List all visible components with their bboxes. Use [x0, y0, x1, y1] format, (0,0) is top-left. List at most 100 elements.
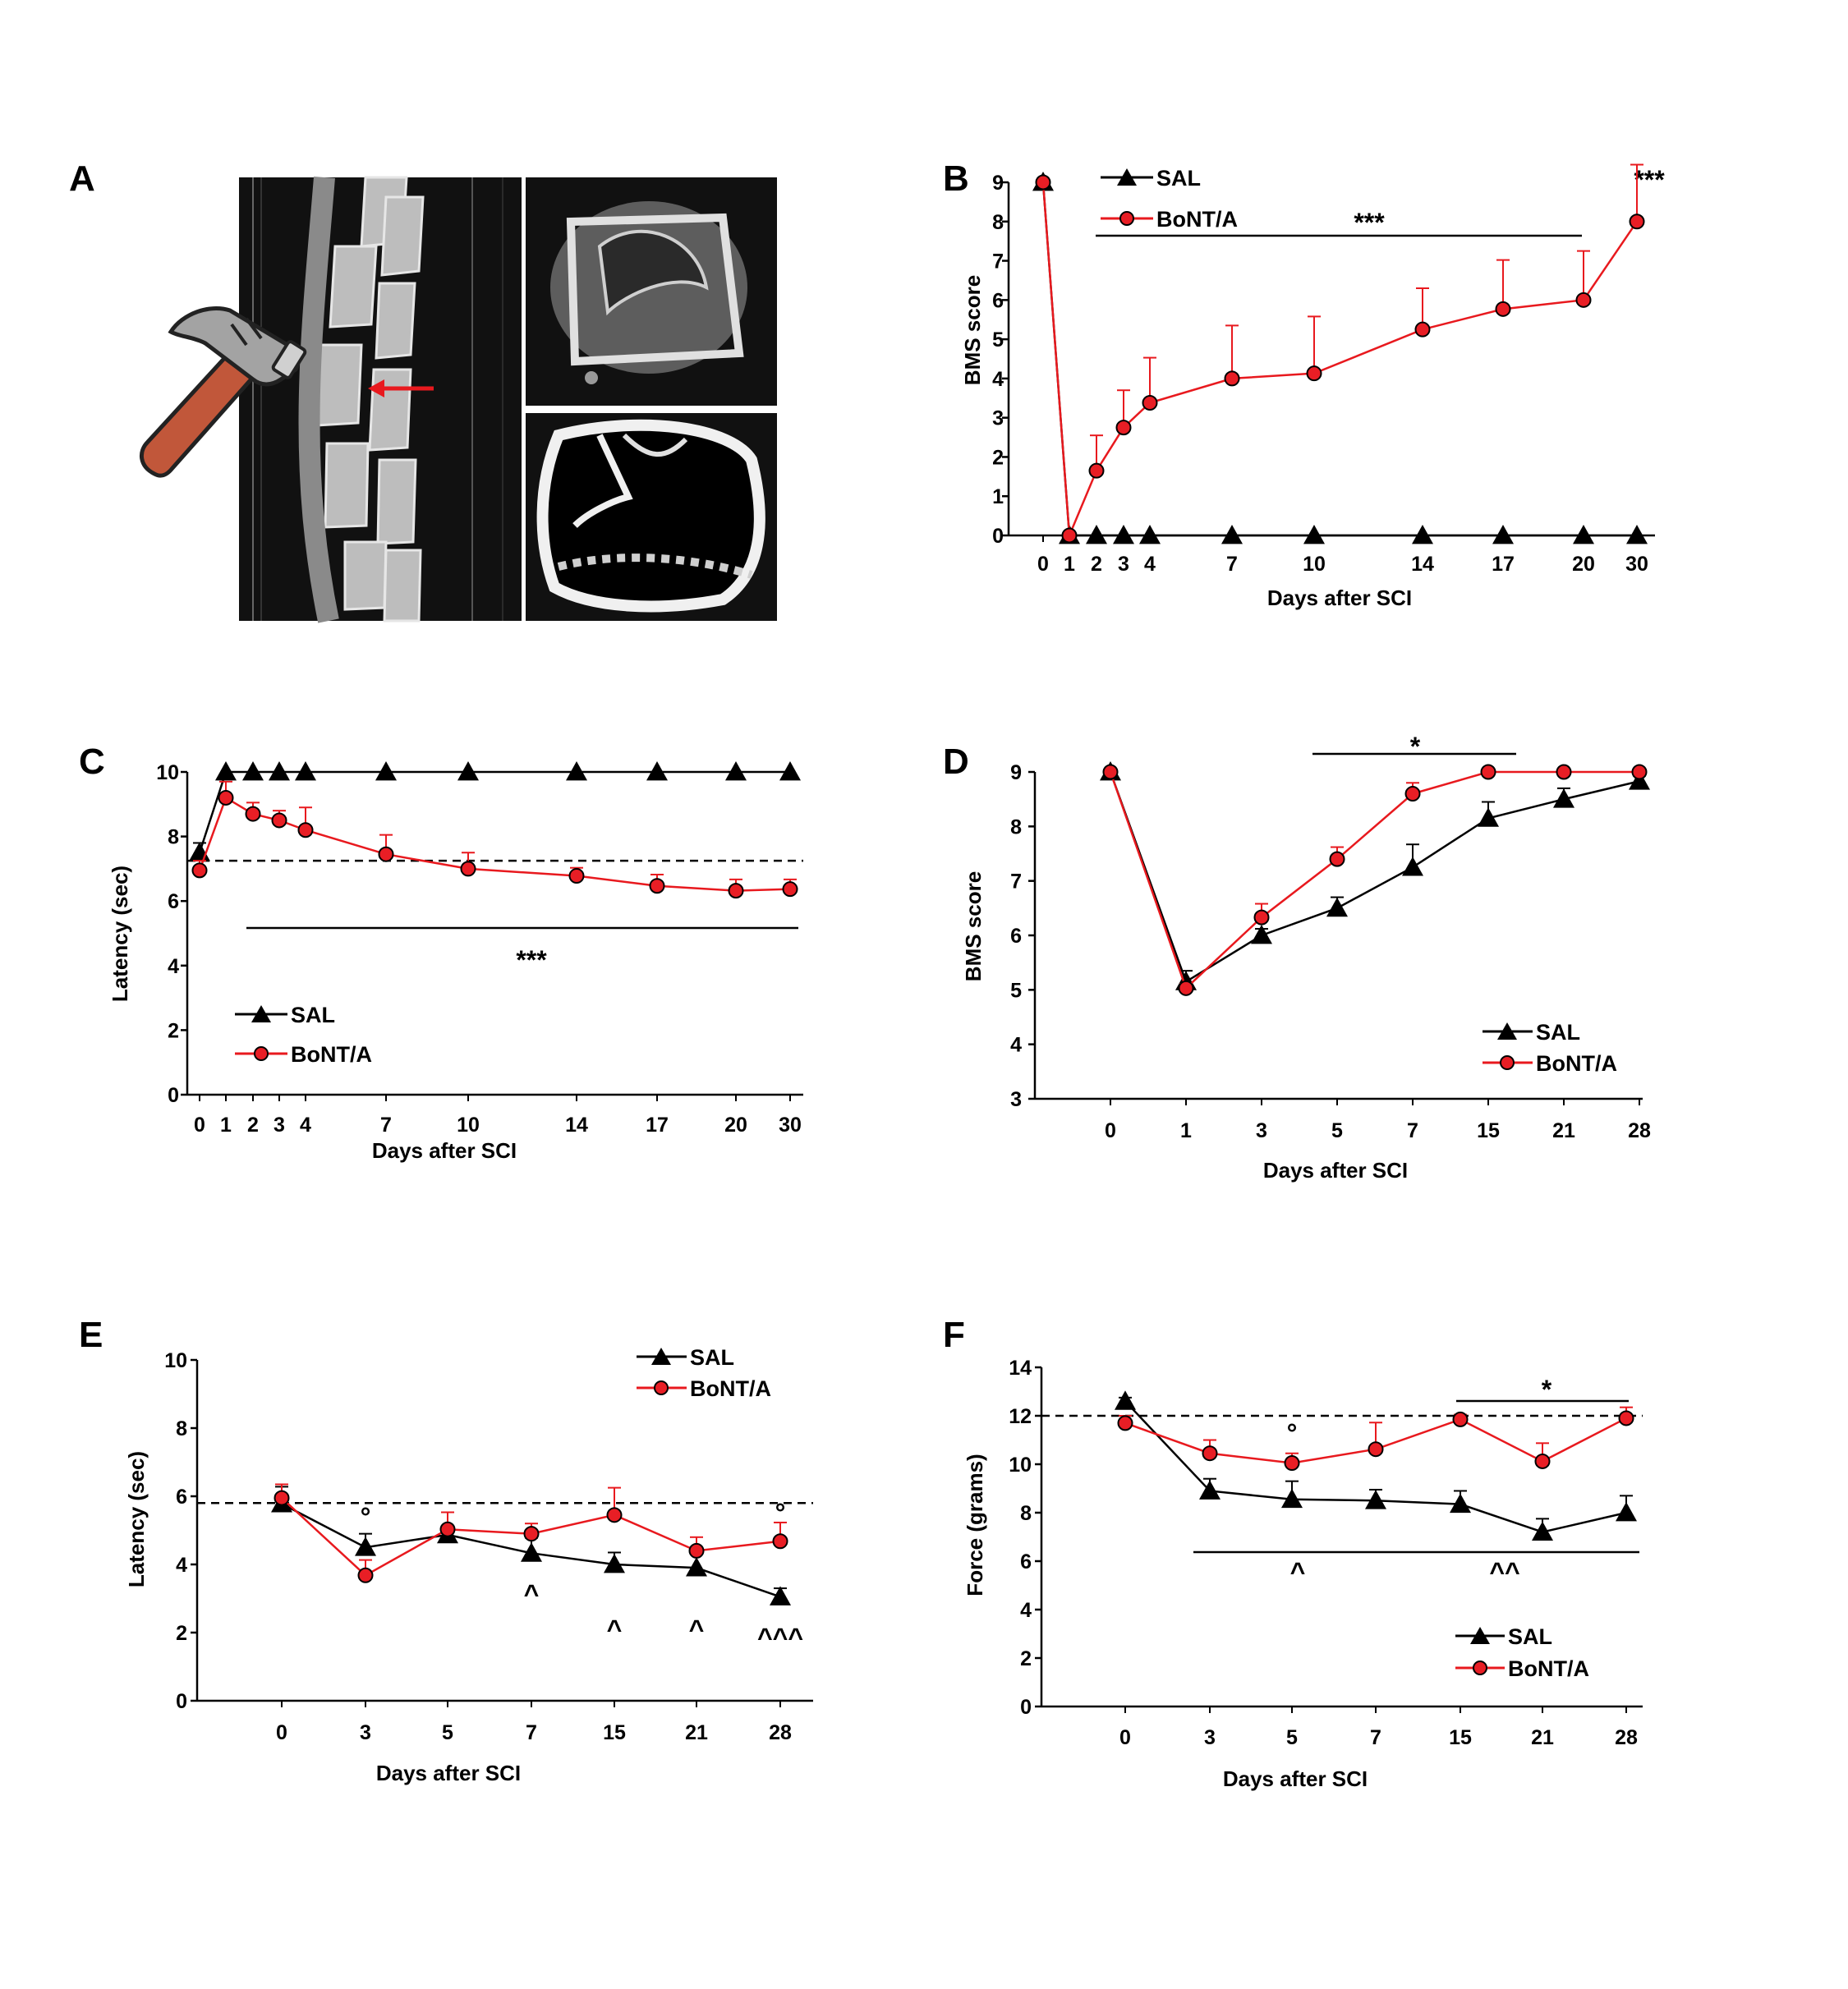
panel-d-ytick-label: 9 [1010, 761, 1022, 784]
panel-d-xtick-label: 3 [1256, 1119, 1267, 1142]
panel-b-xtick-label: 17 [1492, 553, 1515, 576]
panel-d-sal-marker [1553, 788, 1574, 808]
panel-f-degree-day5: ° [1287, 1418, 1298, 1448]
panel-f-bont-marker [1618, 1410, 1634, 1426]
panel-b-sig-day30-label: *** [1634, 165, 1665, 195]
panel-b-ytick-label: 9 [992, 172, 1004, 195]
panel-f-sig-label: * [1542, 1375, 1552, 1404]
panel-c-bont-marker [271, 812, 287, 829]
panel-d-ytick-label: 7 [1010, 870, 1022, 893]
panel-b-bont-marker [1088, 462, 1105, 479]
panel-c-bont-marker [460, 861, 476, 877]
panel-e-ytick-label: 0 [176, 1690, 187, 1713]
significance-markers: *** *** *** * ° ° ° ^ ^ ^ ^^^ ° ° * ^ ^^ [246, 165, 1665, 1652]
panel-c-sal-marker [566, 761, 587, 781]
panel-f-ytick-label: 10 [1009, 1454, 1032, 1477]
panel-b-bont-marker [1575, 292, 1592, 308]
panel-c-xlabel: Days after SCI [372, 1138, 517, 1163]
panel-f-chart: 0 2 4 6 8 10 12 14 0 3 5 7 15 21 28 [1009, 1357, 1643, 1749]
panel-c-sal-marker [295, 761, 316, 781]
panel-b-legend: SAL BoNT/A [1101, 166, 1238, 232]
panel-f-sal-line [1124, 1400, 1627, 1533]
panel-b-xtick-label: 3 [1118, 553, 1129, 576]
panel-e-xlabel: Days after SCI [376, 1761, 521, 1785]
panel-b-bont-marker [1629, 214, 1645, 230]
panel-b-bont-marker [1495, 301, 1511, 317]
panel-d-sal-line [1109, 771, 1640, 984]
panel-c-sal-marker [242, 761, 264, 781]
panel-d-sal-marker [1478, 807, 1499, 827]
panel-b-sal-marker [1113, 525, 1134, 544]
panel-label-f: F [943, 1315, 965, 1355]
panel-c-sal-marker [375, 761, 397, 781]
ct-sagittal-image [239, 176, 522, 623]
panel-c-xtick-label: 2 [247, 1114, 259, 1137]
panel-c-ytick-label: 10 [156, 761, 179, 784]
panel-c-xtick-label: 14 [565, 1114, 588, 1137]
panel-e-xtick-label: 3 [360, 1721, 371, 1744]
panel-e-ytick-label: 10 [164, 1349, 187, 1372]
panel-b-xtick-label: 1 [1064, 553, 1075, 576]
panel-b-ytick-label: 6 [992, 289, 1004, 312]
panel-b-xtick-label: 30 [1625, 553, 1648, 576]
panel-b-sal-marker [1221, 525, 1243, 544]
panel-e-sal-marker [604, 1554, 625, 1573]
panel-b-ytick-label: 8 [992, 211, 1004, 234]
panel-f-xtick-label: 7 [1370, 1726, 1381, 1749]
panel-c-bont-marker [728, 883, 744, 899]
panel-b-ytick-label: 1 [992, 485, 1004, 508]
panel-e-legend-sal: SAL [690, 1345, 734, 1370]
panel-f-bont-marker [1368, 1441, 1384, 1458]
panel-d-ytick-label: 5 [1010, 979, 1022, 1002]
panel-d-bont-marker [1178, 980, 1194, 996]
panel-d-xtick-label: 21 [1552, 1119, 1575, 1142]
panel-d-bont-marker [1404, 786, 1421, 802]
panel-c-ylabel: Latency (sec) [108, 866, 132, 1002]
panel-d-sal-marker [1326, 897, 1348, 917]
panel-c-bont-marker [378, 846, 394, 862]
panel-e-chart: 0 2 4 6 8 10 0 3 5 7 15 21 28 [164, 1349, 813, 1744]
panel-c-bont-marker [191, 862, 208, 879]
panel-d-sal-marker [1629, 770, 1650, 790]
panel-f-ytick-label: 8 [1020, 1502, 1032, 1525]
panel-d-xtick-label: 5 [1331, 1119, 1343, 1142]
panel-label-d: D [943, 742, 969, 782]
ct-axial-image-bottom [526, 413, 777, 621]
panel-c-xtick-label: 1 [220, 1114, 232, 1137]
panel-e-caret-day15: ^ [607, 1615, 623, 1644]
panel-e-sal-marker [686, 1557, 707, 1577]
panel-e-ytick-label: 6 [176, 1486, 187, 1509]
panel-d-ytick-label: 3 [1010, 1088, 1022, 1111]
panel-b-sal-marker [1412, 525, 1433, 544]
panel-b-bont-marker [1224, 370, 1240, 387]
panel-b-ytick-label: 2 [992, 446, 1004, 469]
panel-f-xtick-label: 5 [1286, 1726, 1298, 1749]
panel-e-bont-marker [606, 1507, 623, 1523]
panel-e-degree-day28: ° [775, 1498, 786, 1527]
panel-c-ytick-label: 0 [168, 1084, 179, 1107]
panel-c-bont-marker [782, 881, 798, 898]
panel-b-ytick-label: 4 [992, 368, 1004, 391]
panel-f-xtick-label: 0 [1119, 1726, 1131, 1749]
panel-e-legend: SAL BoNT/A [637, 1345, 771, 1401]
panel-c-sal-marker [725, 761, 747, 781]
panel-c-bont-marker [297, 822, 314, 838]
panel-f-sal-marker [1365, 1490, 1386, 1509]
panel-b-legend-bont: BoNT/A [1156, 207, 1238, 232]
panel-f-sal-marker [1450, 1493, 1471, 1514]
panel-d-xtick-label: 1 [1180, 1119, 1192, 1142]
panel-e-degree-day3: ° [361, 1502, 371, 1532]
panel-b-sal-marker [1492, 525, 1514, 544]
panel-d-ytick-label: 6 [1010, 925, 1022, 948]
panel-e-sal-marker [521, 1542, 542, 1562]
panel-b-xtick-label: 10 [1303, 553, 1326, 576]
panel-b-ytick-label: 7 [992, 250, 1004, 273]
panel-c-ytick-label: 8 [168, 826, 179, 849]
panel-f-legend: SAL BoNT/A [1455, 1624, 1589, 1681]
panel-c-xtick-label: 0 [194, 1114, 205, 1137]
panel-f-sal-marker [1616, 1502, 1637, 1522]
panel-d-bont-line [1109, 770, 1639, 990]
panel-f-bont-marker [1117, 1415, 1133, 1431]
